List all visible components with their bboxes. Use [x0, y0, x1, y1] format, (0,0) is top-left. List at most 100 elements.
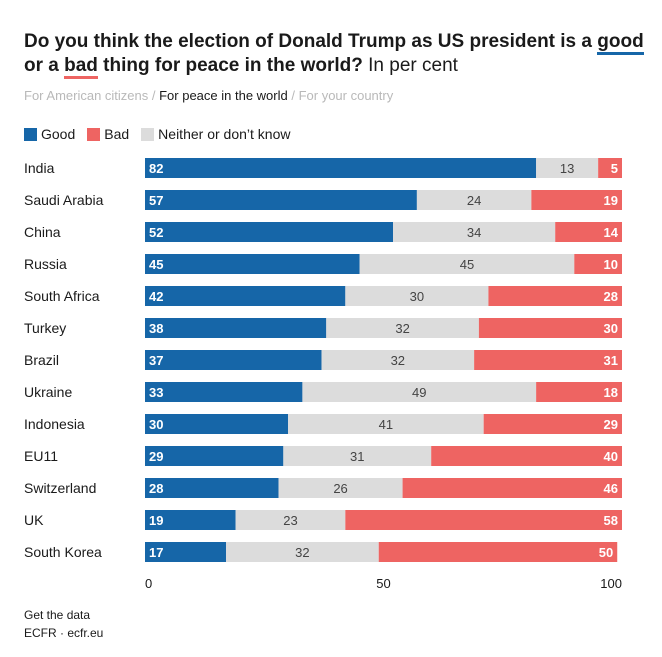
bar-neither-switzerland: [278, 478, 403, 498]
bar-bad-indonesia: [483, 414, 622, 434]
data-label-bad-south-africa: 28: [604, 289, 618, 304]
data-label-good-south-africa: 42: [149, 289, 163, 304]
data-label-bad-brazil: 31: [604, 353, 618, 368]
title-good-word: good: [597, 31, 644, 55]
data-label-neither-south-africa: 30: [410, 289, 424, 304]
data-label-bad-indonesia: 29: [604, 417, 618, 432]
tab-separator: /: [287, 88, 299, 103]
data-label-bad-south-korea: 50: [599, 545, 613, 560]
data-label-good-india: 82: [149, 161, 163, 176]
title-part2: or a: [24, 55, 65, 76]
bar-good-russia: [145, 254, 360, 274]
data-label-neither-brazil: 32: [391, 353, 405, 368]
title-bad-word: bad: [64, 55, 98, 79]
source-credit: ECFR · ecfr.eu: [24, 626, 104, 640]
data-label-good-china: 52: [149, 225, 163, 240]
get-data-link[interactable]: Get the data: [24, 608, 91, 622]
data-label-bad-india: 5: [611, 161, 618, 176]
chart-legend: Good Bad Neither or don’t know: [24, 126, 302, 142]
category-label-russia: Russia: [24, 256, 67, 272]
bar-neither-turkey: [326, 318, 479, 338]
tab-your-country[interactable]: For your country: [298, 88, 394, 103]
data-label-good-brazil: 37: [149, 353, 163, 368]
data-label-good-saudi-arabia: 57: [149, 193, 163, 208]
bar-good-turkey: [145, 318, 327, 338]
bar-good-china: [145, 222, 394, 242]
data-label-neither-indonesia: 41: [379, 417, 393, 432]
data-label-neither-south-korea: 32: [295, 545, 309, 560]
bar-good-indonesia: [145, 414, 289, 434]
tab-peace-in-the-world[interactable]: For peace in the world: [159, 88, 288, 103]
bar-bad-south-korea: [378, 542, 618, 562]
legend-label-good: Good: [41, 126, 76, 142]
bar-good-ukraine: [145, 382, 303, 402]
x-tick-label-50: 50: [376, 576, 390, 591]
legend-item-neither: Neither or don’t know: [141, 126, 290, 142]
bar-good-eu11: [145, 446, 284, 466]
bar-neither-south-africa: [345, 286, 489, 306]
bar-bad-ukraine: [536, 382, 622, 402]
data-label-bad-turkey: 30: [604, 321, 618, 336]
bar-neither-saudi-arabia: [416, 190, 532, 210]
bar-bad-saudi-arabia: [531, 190, 622, 210]
category-label-ukraine: Ukraine: [24, 384, 72, 400]
legend-swatch-bad: [87, 127, 101, 141]
title-part3: thing for peace in the world?: [97, 55, 363, 76]
data-label-good-switzerland: 28: [149, 481, 163, 496]
bar-bad-china: [555, 222, 622, 242]
legend-swatch-good: [24, 127, 37, 141]
data-label-good-south-korea: 17: [149, 545, 163, 560]
data-label-good-indonesia: 30: [149, 417, 163, 432]
data-label-bad-china: 14: [604, 225, 619, 240]
bar-bad-india: [598, 158, 622, 178]
data-label-bad-russia: 10: [604, 257, 618, 272]
data-label-bad-uk: 58: [604, 513, 618, 528]
bar-neither-india: [536, 158, 599, 178]
data-label-neither-uk: 23: [283, 513, 297, 528]
bar-good-india: [145, 158, 537, 178]
data-label-good-eu11: 29: [149, 449, 163, 464]
tab-american-citizens[interactable]: For American citizens: [24, 88, 149, 103]
legend-swatch-neither: [141, 127, 155, 141]
data-label-good-russia: 45: [149, 257, 163, 272]
bar-bad-switzerland: [402, 478, 622, 498]
category-label-uk: UK: [24, 512, 44, 528]
category-label-india: India: [24, 160, 55, 176]
bar-neither-china: [393, 222, 556, 242]
category-label-china: China: [24, 224, 61, 240]
legend-item-good: Good: [24, 126, 75, 142]
stacked-bar-chart: India 82 13 5 Saudi Arabia 57 24 19 China 52 34 14 R…: [24, 158, 622, 591]
category-label-indonesia: Indonesia: [24, 416, 85, 432]
category-label-switzerland: Switzerland: [24, 480, 96, 496]
x-tick-label-0: 0: [145, 576, 152, 591]
category-label-brazil: Brazil: [24, 352, 59, 368]
bar-neither-south-korea: [226, 542, 379, 562]
bar-good-brazil: [145, 350, 322, 370]
data-label-neither-saudi-arabia: 24: [467, 193, 481, 208]
bar-bad-russia: [574, 254, 622, 274]
bar-neither-uk: [235, 510, 346, 530]
data-label-neither-russia: 45: [460, 257, 474, 272]
data-label-neither-switzerland: 26: [333, 481, 347, 496]
bar-neither-brazil: [321, 350, 475, 370]
view-tabs: For American citizens / For peace in the…: [24, 88, 393, 103]
data-label-good-uk: 19: [149, 513, 163, 528]
bar-good-south-korea: [145, 542, 227, 562]
title-part1: Do you think the election of Donald Trum…: [24, 31, 598, 52]
data-label-neither-turkey: 32: [395, 321, 409, 336]
data-label-good-ukraine: 33: [149, 385, 163, 400]
bar-neither-ukraine: [302, 382, 537, 402]
legend-label-neither: Neither or don’t know: [158, 126, 291, 142]
bar-bad-eu11: [431, 446, 622, 466]
legend-label-bad: Bad: [104, 126, 130, 142]
bar-good-south-africa: [145, 286, 346, 306]
data-label-neither-eu11: 31: [350, 449, 364, 464]
data-label-bad-eu11: 40: [604, 449, 618, 464]
bar-good-uk: [145, 510, 236, 530]
category-label-turkey: Turkey: [24, 320, 66, 336]
data-label-bad-saudi-arabia: 19: [604, 193, 618, 208]
tab-separator: /: [148, 88, 160, 103]
bar-bad-uk: [345, 510, 622, 530]
bar-neither-eu11: [283, 446, 432, 466]
chart-footer: Get the data ECFR · ecfr.eu: [24, 606, 103, 642]
